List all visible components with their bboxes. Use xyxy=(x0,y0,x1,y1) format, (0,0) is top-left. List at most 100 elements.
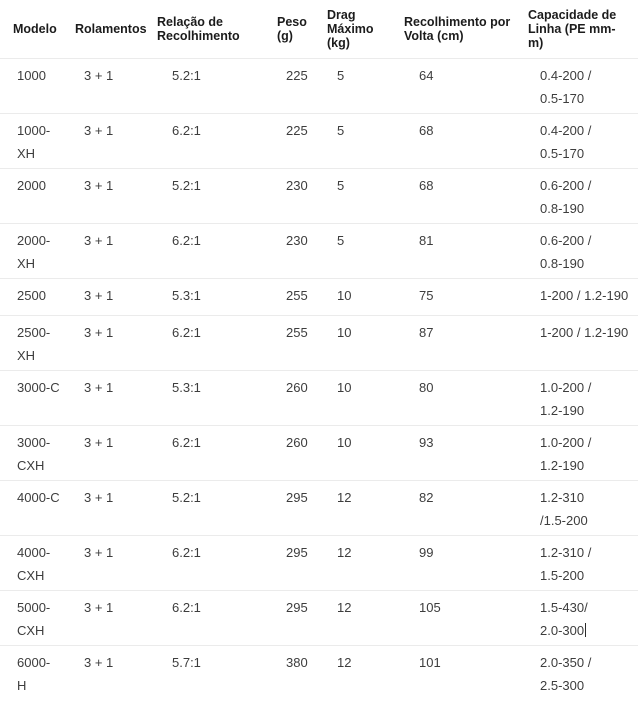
cell-line_capacity[interactable]: 1.2-310 /1.5-200 xyxy=(519,480,638,536)
cell-retrieve_per_turn[interactable]: 105 xyxy=(395,590,519,646)
cell-bearings[interactable]: 3 + 1 xyxy=(62,535,150,591)
cell-max_drag[interactable]: 12 xyxy=(318,645,395,700)
table-row: 1000- XH 3 + 1 6.2:1 225 5 68 0.4-200 / 0.5-17… xyxy=(0,113,638,169)
cell-model[interactable]: 2000 xyxy=(0,168,62,224)
cell-gear_ratio[interactable]: 5.7:1 xyxy=(150,645,265,700)
cell-weight[interactable]: 230 xyxy=(265,168,318,224)
cell-weight[interactable]: 260 xyxy=(265,370,318,426)
cell-gear_ratio[interactable]: 5.2:1 xyxy=(150,480,265,536)
column-header-gear_ratio[interactable]: Relação de Recolhimento xyxy=(150,0,265,59)
cell-bearings[interactable]: 3 + 1 xyxy=(62,315,150,371)
cell-retrieve_per_turn[interactable]: 93 xyxy=(395,425,519,481)
cell-bearings[interactable]: 3 + 1 xyxy=(62,168,150,224)
cell-retrieve_per_turn[interactable]: 75 xyxy=(395,278,519,316)
cell-line_capacity[interactable]: 1.0-200 / 1.2-190 xyxy=(519,370,638,426)
cell-retrieve_per_turn[interactable]: 82 xyxy=(395,480,519,536)
column-header-retrieve_per_turn[interactable]: Recolhimento por Volta (cm) xyxy=(395,0,519,59)
cell-retrieve_per_turn[interactable]: 81 xyxy=(395,223,519,279)
cell-text: 1.2-310 / 1.5-200 xyxy=(540,544,592,583)
cell-max_drag[interactable]: 5 xyxy=(318,58,395,114)
cell-model[interactable]: 3000- CXH xyxy=(0,425,62,481)
cell-retrieve_per_turn[interactable]: 68 xyxy=(395,168,519,224)
cell-weight[interactable]: 295 xyxy=(265,535,318,591)
cell-retrieve_per_turn[interactable]: 80 xyxy=(395,370,519,426)
cell-model[interactable]: 6000- H xyxy=(0,645,62,700)
cell-max_drag[interactable]: 12 xyxy=(318,480,395,536)
cell-text: 80 xyxy=(419,379,434,395)
cell-line_capacity[interactable]: 1.5-430/ 2.0-300 xyxy=(519,590,638,646)
cell-weight[interactable]: 380 xyxy=(265,645,318,700)
cell-text: 3 + 1 xyxy=(84,599,114,615)
cell-model[interactable]: 3000-C xyxy=(0,370,62,426)
cell-weight[interactable]: 225 xyxy=(265,113,318,169)
cell-line_capacity[interactable]: 0.4-200 / 0.5-170 xyxy=(519,113,638,169)
cell-weight[interactable]: 255 xyxy=(265,278,318,316)
cell-line_capacity[interactable]: 0.6-200 / 0.8-190 xyxy=(519,223,638,279)
cell-weight[interactable]: 260 xyxy=(265,425,318,481)
column-header-bearings[interactable]: Rolamentos xyxy=(62,0,150,59)
cell-max_drag[interactable]: 10 xyxy=(318,425,395,481)
cell-gear_ratio[interactable]: 5.2:1 xyxy=(150,58,265,114)
cell-max_drag[interactable]: 5 xyxy=(318,113,395,169)
cell-text: 3 + 1 xyxy=(84,544,114,560)
cell-model[interactable]: 4000- CXH xyxy=(0,535,62,591)
column-header-max_drag[interactable]: Drag Máximo (kg) xyxy=(318,0,395,59)
cell-retrieve_per_turn[interactable]: 64 xyxy=(395,58,519,114)
cell-bearings[interactable]: 3 + 1 xyxy=(62,645,150,700)
cell-weight[interactable]: 295 xyxy=(265,480,318,536)
column-header-weight[interactable]: Peso (g) xyxy=(265,0,318,59)
column-header-model[interactable]: Modelo xyxy=(0,0,62,59)
cell-gear_ratio[interactable]: 5.2:1 xyxy=(150,168,265,224)
cell-gear_ratio[interactable]: 6.2:1 xyxy=(150,223,265,279)
cell-model[interactable]: 4000-C xyxy=(0,480,62,536)
cell-line_capacity[interactable]: 0.4-200 / 0.5-170 xyxy=(519,58,638,114)
cell-text: 1.0-200 / 1.2-190 xyxy=(540,434,592,473)
cell-model[interactable]: 1000 xyxy=(0,58,62,114)
cell-retrieve_per_turn[interactable]: 101 xyxy=(395,645,519,700)
cell-retrieve_per_turn[interactable]: 99 xyxy=(395,535,519,591)
cell-weight[interactable]: 225 xyxy=(265,58,318,114)
cell-gear_ratio[interactable]: 6.2:1 xyxy=(150,113,265,169)
cell-text: 5000- CXH xyxy=(17,599,51,638)
cell-bearings[interactable]: 3 + 1 xyxy=(62,223,150,279)
cell-line_capacity[interactable]: 1-200 / 1.2-190 xyxy=(519,278,638,316)
cell-line_capacity[interactable]: 0.6-200 / 0.8-190 xyxy=(519,168,638,224)
cell-max_drag[interactable]: 12 xyxy=(318,535,395,591)
cell-max_drag[interactable]: 12 xyxy=(318,590,395,646)
cell-bearings[interactable]: 3 + 1 xyxy=(62,480,150,536)
cell-gear_ratio[interactable]: 6.2:1 xyxy=(150,425,265,481)
cell-bearings[interactable]: 3 + 1 xyxy=(62,58,150,114)
cell-bearings[interactable]: 3 + 1 xyxy=(62,278,150,316)
cell-model[interactable]: 1000- XH xyxy=(0,113,62,169)
cell-gear_ratio[interactable]: 6.2:1 xyxy=(150,315,265,371)
cell-line_capacity[interactable]: 1.2-310 / 1.5-200 xyxy=(519,535,638,591)
cell-max_drag[interactable]: 10 xyxy=(318,278,395,316)
cell-model[interactable]: 2500 xyxy=(0,278,62,316)
cell-weight[interactable]: 255 xyxy=(265,315,318,371)
cell-bearings[interactable]: 3 + 1 xyxy=(62,113,150,169)
cell-gear_ratio[interactable]: 5.3:1 xyxy=(150,278,265,316)
cell-model[interactable]: 5000- CXH xyxy=(0,590,62,646)
cell-gear_ratio[interactable]: 6.2:1 xyxy=(150,535,265,591)
cell-retrieve_per_turn[interactable]: 87 xyxy=(395,315,519,371)
cell-gear_ratio[interactable]: 5.3:1 xyxy=(150,370,265,426)
cell-line_capacity[interactable]: 2.0-350 / 2.5-300 xyxy=(519,645,638,700)
cell-text: 3000- CXH xyxy=(17,434,51,473)
cell-line_capacity[interactable]: 1-200 / 1.2-190 xyxy=(519,315,638,371)
cell-max_drag[interactable]: 5 xyxy=(318,223,395,279)
cell-retrieve_per_turn[interactable]: 68 xyxy=(395,113,519,169)
cell-text: 81 xyxy=(419,232,434,248)
cell-max_drag[interactable]: 5 xyxy=(318,168,395,224)
cell-max_drag[interactable]: 10 xyxy=(318,315,395,371)
cell-line_capacity[interactable]: 1.0-200 / 1.2-190 xyxy=(519,425,638,481)
cell-model[interactable]: 2000- XH xyxy=(0,223,62,279)
cell-weight[interactable]: 295 xyxy=(265,590,318,646)
column-header-line_capacity[interactable]: Capacidade de Linha (PE mm- m) xyxy=(519,0,638,59)
cell-bearings[interactable]: 3 + 1 xyxy=(62,590,150,646)
cell-model[interactable]: 2500- XH xyxy=(0,315,62,371)
cell-max_drag[interactable]: 10 xyxy=(318,370,395,426)
cell-bearings[interactable]: 3 + 1 xyxy=(62,425,150,481)
cell-weight[interactable]: 230 xyxy=(265,223,318,279)
cell-gear_ratio[interactable]: 6.2:1 xyxy=(150,590,265,646)
cell-bearings[interactable]: 3 + 1 xyxy=(62,370,150,426)
